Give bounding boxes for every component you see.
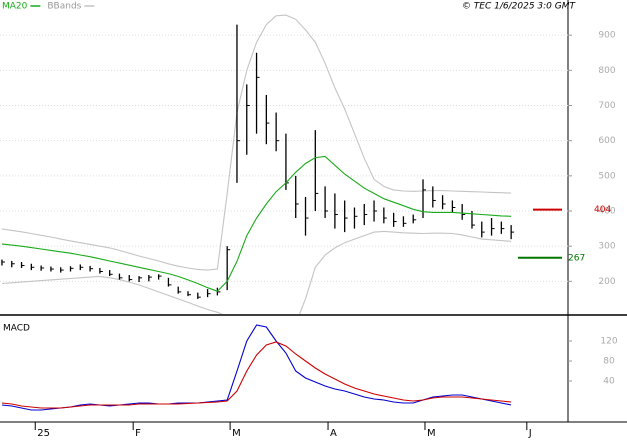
macd-title: MACD [3, 324, 30, 334]
y-tick-label: 700 [598, 101, 615, 111]
y-tick-label: 120 [600, 337, 617, 347]
x-tick-label: F [135, 428, 141, 439]
marker-label: 267 [568, 253, 585, 263]
x-tick-label: M [427, 428, 436, 439]
x-tick-label: M [232, 428, 241, 439]
y-tick-label: 300 [598, 242, 615, 252]
ma20-line [1, 155, 512, 292]
y-tick-label: 800 [598, 66, 615, 76]
y-tick-label: 500 [598, 171, 615, 181]
y-tick-label: 400 [598, 207, 615, 217]
x-tick-label: 25 [37, 428, 50, 439]
bband-lower [1, 230, 512, 314]
macd-line [1, 341, 512, 409]
y-tick-label: 200 [598, 277, 615, 287]
bband-upper [1, 14, 512, 271]
marker-label: 404 [594, 205, 611, 215]
x-tick-label: A [330, 428, 337, 439]
x-tick-label: J [528, 428, 532, 439]
y-tick-label: 40 [603, 377, 615, 387]
legend-label: BBands [47, 2, 81, 12]
y-tick-label: 900 [598, 31, 615, 41]
price-panel [0, 14, 568, 314]
y-tick-label: 600 [598, 136, 615, 146]
y-tick-label: 80 [603, 357, 615, 367]
legend-label: MA20 [2, 2, 28, 12]
source: © TEC 1/6/2025 3:0 GMT [462, 2, 577, 12]
macd-panel [1, 324, 512, 411]
